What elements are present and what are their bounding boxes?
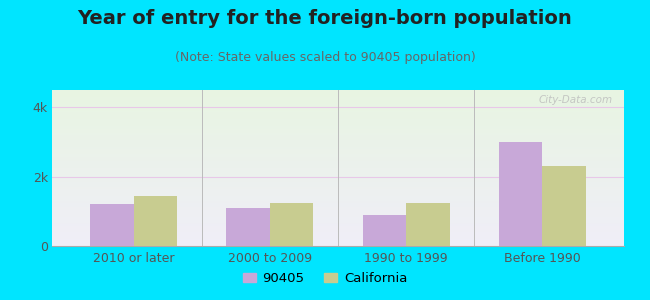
Bar bbox=[499, 142, 542, 246]
Text: City-Data.com: City-Data.com bbox=[538, 95, 612, 105]
Text: Year of entry for the foreign-born population: Year of entry for the foreign-born popul… bbox=[77, 9, 573, 28]
Bar bbox=[542, 166, 586, 246]
Bar bbox=[363, 215, 406, 246]
Bar bbox=[406, 203, 450, 246]
Bar bbox=[134, 196, 177, 246]
Bar bbox=[270, 203, 313, 246]
Bar bbox=[90, 204, 134, 246]
Text: (Note: State values scaled to 90405 population): (Note: State values scaled to 90405 popu… bbox=[175, 51, 475, 64]
Bar bbox=[226, 208, 270, 246]
Legend: 90405, California: 90405, California bbox=[237, 267, 413, 290]
